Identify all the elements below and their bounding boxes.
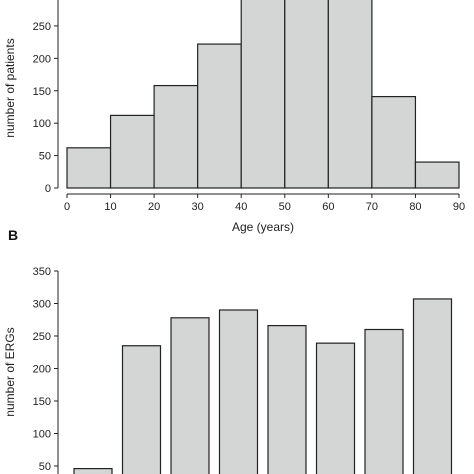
x-tick-label: 10	[104, 201, 116, 213]
a-y-axis-label: number of patients	[3, 38, 17, 137]
x-tick-label: 90	[453, 201, 465, 213]
ergs-bar	[121, 345, 162, 474]
x-tick-label: 70	[366, 201, 378, 213]
y-tick-label: 150	[33, 86, 51, 98]
x-tick-label: 60	[322, 201, 334, 213]
ergs-bars	[73, 298, 453, 474]
ergs-bar	[218, 309, 259, 474]
panel-label-b: B	[8, 227, 18, 243]
histogram-age-panel: 0 50 100 150 200 250 0 10 20 30 40 50 60 70 80 90 numb…	[3, 0, 465, 234]
y-tick-label: 100	[33, 118, 51, 130]
a-x-ticks: 0 10 20 30 40 50 60 70 80 90	[64, 194, 465, 213]
x-tick-label: 40	[235, 201, 247, 213]
ergs-bar-panel: 50 100 150 200 250 300 350 number of ERGs	[3, 266, 453, 474]
age-histogram-bars	[66, 0, 460, 189]
x-tick-label: 0	[64, 201, 70, 213]
ergs-bar	[267, 325, 307, 474]
a-y-ticks: 0 50 100 150 200 250	[33, 21, 58, 195]
histogram-bar	[327, 0, 373, 189]
histogram-bar	[284, 0, 329, 189]
b-y-axis-label: number of ERGs	[3, 327, 17, 416]
y-tick-label: 100	[33, 429, 51, 441]
x-tick-label: 20	[148, 201, 160, 213]
histogram-bar	[414, 161, 460, 189]
y-tick-label: 150	[33, 396, 51, 408]
y-tick-label: 50	[39, 461, 51, 473]
y-tick-label: 200	[33, 364, 51, 376]
histogram-bar	[371, 95, 417, 189]
y-tick-label: 50	[39, 151, 51, 163]
ergs-bar	[73, 468, 113, 474]
y-tick-label: 200	[33, 53, 51, 65]
y-tick-label: 250	[33, 331, 51, 343]
histogram-bar	[66, 147, 112, 189]
ergs-bar	[170, 317, 210, 474]
histogram-bar	[240, 0, 286, 189]
y-tick-label: 250	[33, 21, 51, 33]
histogram-bar	[197, 43, 242, 189]
y-tick-label: 350	[33, 266, 51, 278]
y-tick-label: 300	[33, 299, 51, 311]
a-x-axis-label: Age (years)	[232, 220, 294, 234]
ergs-bar	[315, 342, 356, 474]
x-tick-label: 30	[192, 201, 204, 213]
histogram-bar	[109, 114, 155, 189]
x-tick-label: 50	[279, 201, 291, 213]
ergs-bar	[412, 298, 453, 474]
histogram-bar	[153, 84, 199, 189]
y-tick-label: 0	[45, 183, 51, 195]
b-y-ticks: 50 100 150 200 250 300 350	[33, 266, 58, 473]
ergs-bar	[364, 328, 404, 474]
x-tick-label: 80	[409, 201, 421, 213]
